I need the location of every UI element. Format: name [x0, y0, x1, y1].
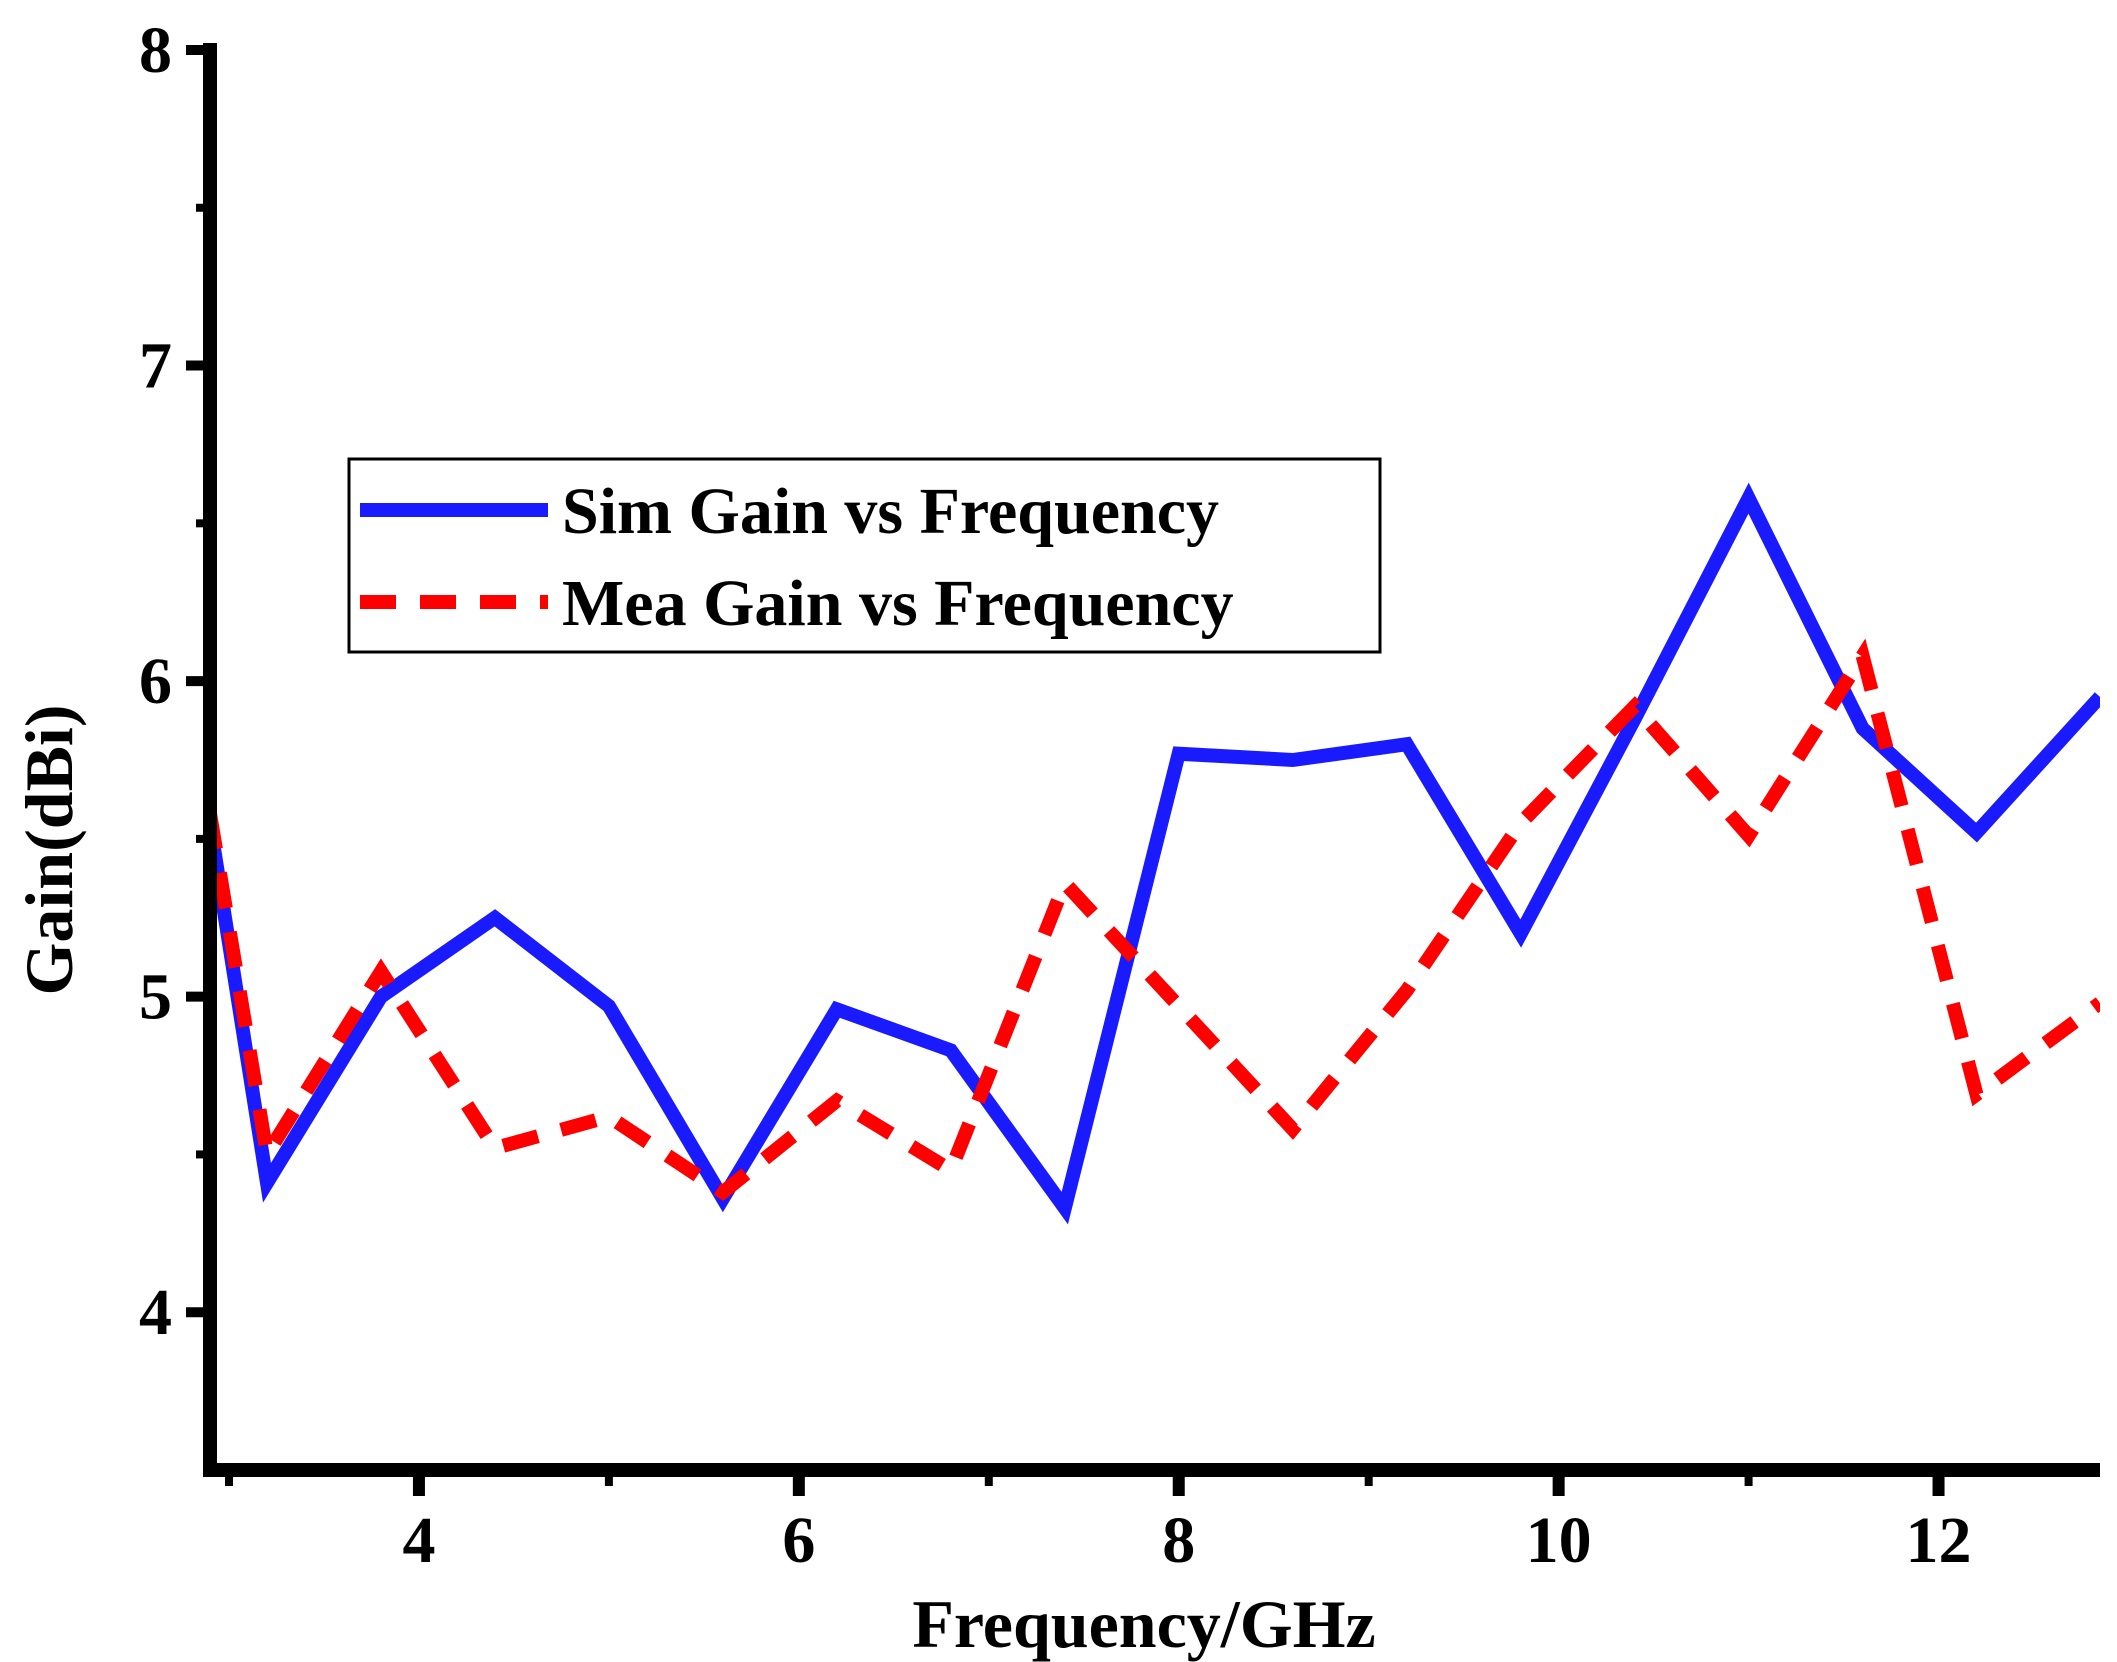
tick-label-layer: 4 5 6 7 8 4 6 8 10 12 [139, 14, 1972, 1577]
y-tick-label: 8 [139, 14, 172, 87]
legend: Sim Gain vs Frequency Mea Gain vs Freque… [347, 457, 1382, 654]
series-line-mea-gain [210, 638, 2100, 1201]
x-tick-label: 4 [402, 1504, 435, 1577]
y-tick-label: 7 [139, 330, 172, 403]
y-tick-label: 6 [139, 645, 172, 718]
y-tick-label: 4 [139, 1276, 172, 1349]
x-axis-title: Frequency/GHz [912, 1586, 1375, 1662]
x-tick-label: 8 [1162, 1504, 1195, 1577]
tick-layer [186, 45, 1945, 1496]
legend-label-sim: Sim Gain vs Frequency [562, 475, 1219, 548]
series-line-sim-gain [210, 482, 2100, 1225]
legend-label-mea: Mea Gain vs Frequency [562, 567, 1234, 640]
x-tick-label: 6 [782, 1504, 815, 1577]
x-tick-label: 12 [1906, 1504, 1972, 1577]
legend-box [347, 457, 1382, 654]
x-tick-label: 10 [1526, 1504, 1592, 1577]
y-axis-title: Gain(dBi) [11, 705, 87, 996]
y-tick-label: 5 [139, 961, 172, 1034]
series-layer [210, 482, 2100, 1225]
